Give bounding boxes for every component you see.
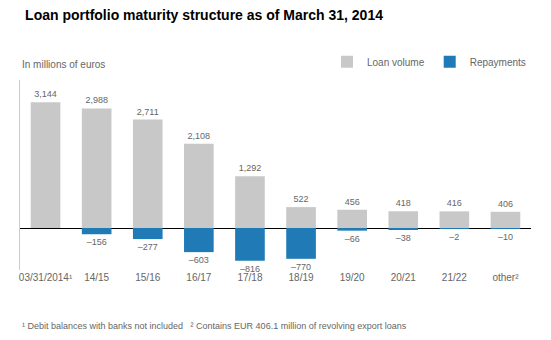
svg-text:16/17: 16/17 <box>186 272 211 283</box>
svg-text:456: 456 <box>345 197 360 207</box>
svg-text:21/22: 21/22 <box>442 272 467 283</box>
svg-text:2,711: 2,711 <box>137 107 159 117</box>
svg-text:–38: –38 <box>396 233 411 243</box>
svg-text:20/21: 20/21 <box>391 272 416 283</box>
svg-text:03/31/2014¹: 03/31/2014¹ <box>19 272 73 283</box>
svg-text:Repayments: Repayments <box>470 57 526 68</box>
svg-text:406: 406 <box>498 199 513 209</box>
svg-text:416: 416 <box>447 198 462 208</box>
svg-text:19/20: 19/20 <box>340 272 365 283</box>
svg-text:–2: –2 <box>449 232 459 242</box>
svg-text:–66: –66 <box>345 234 360 244</box>
svg-text:3,144: 3,144 <box>34 89 57 99</box>
svg-text:2,988: 2,988 <box>85 95 108 105</box>
svg-text:–603: –603 <box>189 255 209 265</box>
svg-text:–770: –770 <box>291 262 311 272</box>
svg-text:14/15: 14/15 <box>84 272 109 283</box>
svg-text:¹ Debit balances with banks no: ¹ Debit balances with banks not included… <box>22 321 407 331</box>
svg-text:–10: –10 <box>498 232 513 242</box>
svg-text:522: 522 <box>294 194 309 204</box>
svg-text:18/19: 18/19 <box>289 272 314 283</box>
svg-text:In millions of euros: In millions of euros <box>22 59 105 70</box>
svg-text:Loan portfolio maturity struct: Loan portfolio maturity structure as of … <box>25 7 383 23</box>
svg-text:–277: –277 <box>138 242 158 252</box>
svg-text:418: 418 <box>396 198 411 208</box>
svg-text:17/18: 17/18 <box>237 272 262 283</box>
svg-text:–816: –816 <box>240 264 260 274</box>
svg-text:1,292: 1,292 <box>239 163 262 173</box>
svg-text:2,108: 2,108 <box>188 131 211 141</box>
svg-text:15/16: 15/16 <box>135 272 160 283</box>
svg-text:Loan volume: Loan volume <box>367 57 425 68</box>
svg-text:other²: other² <box>492 272 519 283</box>
svg-text:–156: –156 <box>87 237 107 247</box>
